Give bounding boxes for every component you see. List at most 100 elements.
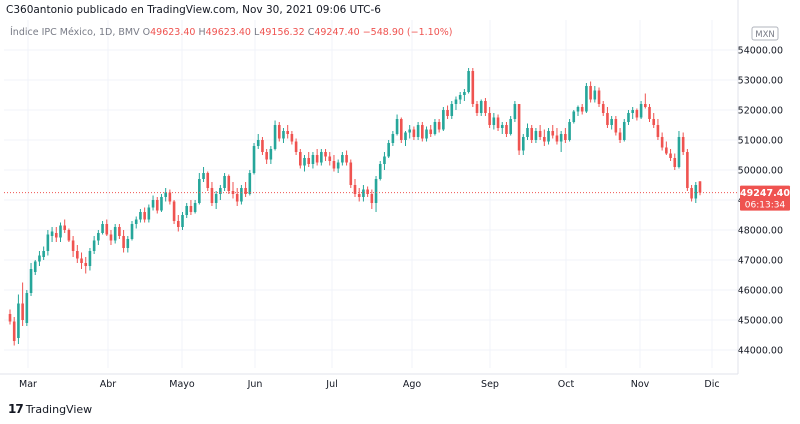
candle-body <box>412 129 416 137</box>
candle-body <box>576 107 580 112</box>
candle-body <box>299 152 302 166</box>
candle-body <box>648 107 651 119</box>
candle-body <box>564 134 567 140</box>
candle-body <box>425 129 428 139</box>
currency-badge: MXN <box>755 30 775 40</box>
candle-body <box>551 131 555 136</box>
candle-body <box>294 141 298 152</box>
x-tick-label: Mar <box>19 379 37 390</box>
candle-body <box>134 219 138 224</box>
candle-body <box>328 156 332 161</box>
candle-body <box>109 234 113 241</box>
candle-body <box>378 164 382 179</box>
candle-body <box>698 181 702 193</box>
candle-body <box>652 119 656 125</box>
candle-body <box>395 119 399 134</box>
candle-body <box>12 321 16 341</box>
candle-body <box>341 155 344 163</box>
candle-body <box>227 176 231 191</box>
candle-body <box>454 99 458 104</box>
candle-body <box>555 135 559 142</box>
candle-body <box>660 137 664 148</box>
candle-body <box>155 200 159 211</box>
legend-change: −548.90 (−1.10%) <box>362 27 453 38</box>
candle-body <box>248 173 252 194</box>
candle-body <box>597 90 601 104</box>
brand-name: TradingView <box>25 402 93 416</box>
candle-body <box>610 119 613 125</box>
candle-body <box>404 132 407 140</box>
candle-body <box>538 131 542 137</box>
x-tick-label: Oct <box>558 379 575 390</box>
candle-body <box>122 236 125 248</box>
x-tick-label: Sep <box>481 379 499 390</box>
candle-body <box>168 192 172 202</box>
candle-body <box>471 71 475 104</box>
candle-body <box>118 227 121 236</box>
candle-body <box>17 303 20 338</box>
y-tick-label: 45000.00 <box>738 316 783 327</box>
tradingview-brand[interactable]: 17 TradingView <box>8 402 92 416</box>
candle-body <box>370 194 374 203</box>
candle-body <box>530 128 534 140</box>
legend-low-value: 49156.32 <box>259 27 305 38</box>
candle-body <box>601 104 605 113</box>
candle-body <box>219 188 222 194</box>
candle-body <box>303 158 306 166</box>
candle-body <box>143 212 146 220</box>
candle-body <box>357 194 361 197</box>
candle-body <box>176 221 180 227</box>
legend-symbol: Índice IPC México, 1D, BMV <box>10 27 140 38</box>
candle-body <box>256 140 260 146</box>
candle-body <box>484 101 487 113</box>
legend-low-label: L <box>254 27 260 38</box>
tradingview-logo-icon: 17 <box>8 402 24 416</box>
candle-body <box>63 225 66 230</box>
candle-body <box>488 113 491 125</box>
candle-body <box>345 155 348 163</box>
candle-body <box>8 314 12 322</box>
candle-body <box>160 197 163 211</box>
candle-body <box>429 129 433 134</box>
candle-body <box>172 201 176 221</box>
candle-body <box>189 206 193 212</box>
candle-body <box>387 143 390 157</box>
candle-body <box>59 225 62 238</box>
candle-body <box>126 239 130 248</box>
candle-body <box>627 113 630 122</box>
legend-close-label: C <box>307 27 315 38</box>
candle-body <box>509 119 512 134</box>
candle-body <box>673 158 677 167</box>
candle-body <box>25 293 29 323</box>
candle-body <box>349 162 353 185</box>
candle-body <box>559 134 563 142</box>
candle-body <box>614 119 618 133</box>
x-tick-label: Jul <box>325 379 337 390</box>
candle-body <box>450 104 454 116</box>
candle-body <box>681 137 685 152</box>
y-tick-label: 46000.00 <box>738 286 783 297</box>
candle-body <box>492 117 496 125</box>
candle-body <box>277 125 281 139</box>
candle-body <box>290 134 294 142</box>
x-tick-label: Mayo <box>169 379 195 390</box>
candle-body <box>433 122 437 134</box>
candle-body <box>181 215 184 227</box>
candle-body <box>265 152 268 160</box>
candle-body <box>665 147 668 154</box>
candle-body <box>286 131 289 134</box>
candle-body <box>97 233 100 241</box>
candle-body <box>54 233 58 238</box>
candle-body <box>437 122 441 130</box>
candle-body <box>185 206 189 215</box>
candle-body <box>353 185 357 194</box>
candle-body <box>307 158 311 164</box>
candle-body <box>206 173 210 188</box>
last-price-value: 49247.40 <box>740 188 790 199</box>
candle-body <box>677 137 681 167</box>
candle-body <box>88 251 92 266</box>
candle-body <box>606 113 609 125</box>
candle-body <box>585 86 588 112</box>
y-tick-label: 47000.00 <box>738 256 783 267</box>
